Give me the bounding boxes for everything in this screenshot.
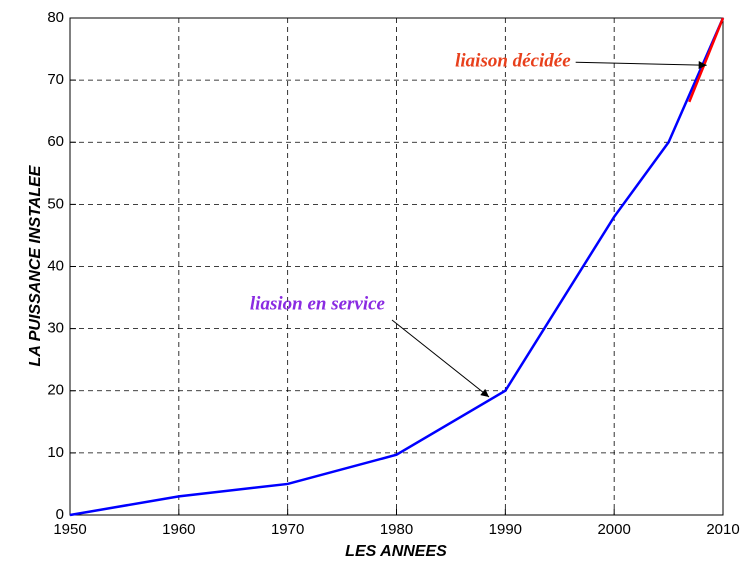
y-tick-label: 50 [47,195,64,212]
x-tick-label: 1950 [53,521,86,538]
x-tick-label: 1980 [380,521,413,538]
line-series [688,17,725,103]
annotation-arrow [391,319,490,398]
x-tick-label: 2010 [706,521,739,538]
y-tick-label: 80 [47,9,64,26]
x-tick-label: 1960 [162,521,195,538]
y-tick-label: 60 [47,133,64,150]
y-tick-label: 10 [47,444,64,461]
annotation: liasion en service [250,293,386,314]
y-axis-label: LA PUISSANCE INSTALEE [27,164,44,366]
line-series [69,17,725,517]
y-tick-label: 30 [47,320,64,337]
y-tick-label: 0 [56,506,64,523]
x-axis-label: LES ANNEES [345,543,447,560]
y-tick-label: 40 [47,257,64,274]
annotation-arrow [575,61,707,70]
x-tick-label: 1970 [271,521,304,538]
annotation: liaison décidée [455,51,571,72]
y-tick-label: 70 [47,71,64,88]
x-tick-label: 2000 [597,521,630,538]
plot-frame [69,17,724,516]
x-tick-label: 1990 [489,521,522,538]
y-tick-label: 20 [47,382,64,399]
